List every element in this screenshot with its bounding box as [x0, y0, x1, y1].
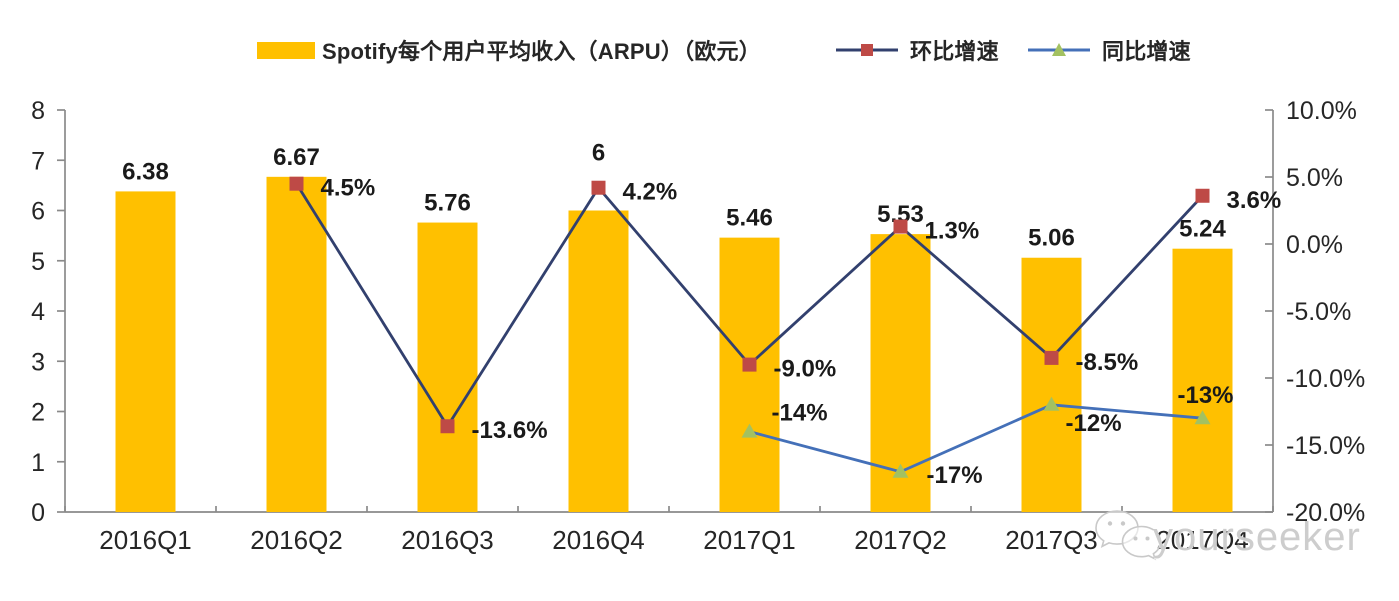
svg-text:1.3%: 1.3% — [925, 218, 980, 245]
bar — [266, 176, 327, 512]
bar — [417, 222, 478, 512]
legend-label-qoq: 环比增速 — [910, 39, 999, 64]
svg-text:-8.5%: -8.5% — [1076, 349, 1139, 376]
svg-text:-12%: -12% — [1066, 410, 1122, 437]
svg-text:6.38: 6.38 — [122, 158, 169, 185]
svg-text:8: 8 — [31, 97, 45, 125]
svg-text:2017Q3: 2017Q3 — [1005, 525, 1098, 555]
svg-text:-14%: -14% — [772, 400, 828, 427]
yoy-marker — [1194, 410, 1211, 425]
svg-text:2016Q4: 2016Q4 — [552, 525, 645, 555]
bar — [1172, 248, 1233, 512]
svg-text:6.67: 6.67 — [273, 144, 320, 171]
svg-text:3.6%: 3.6% — [1227, 187, 1282, 214]
svg-text:-13.6%: -13.6% — [472, 417, 548, 444]
svg-text:0: 0 — [31, 499, 45, 527]
bar-series-swatch — [257, 41, 315, 59]
qoq-labels: 4.5% -13.6% 4.2% -9.0% 1.3% -8.5% 3.6% — [321, 175, 1282, 445]
svg-text:-5.0%: -5.0% — [1286, 298, 1351, 326]
legend-item-arpu[interactable]: Spotify每个用户平均收入（ARPU）（欧元） — [257, 32, 761, 68]
bar — [719, 237, 780, 512]
bar — [568, 210, 629, 512]
yoy-line — [741, 396, 1211, 478]
svg-text:-10.0%: -10.0% — [1286, 365, 1365, 393]
x-axis-labels: 2016Q1 2016Q2 2016Q3 2016Q4 2017Q1 2017Q2 2017… — [99, 525, 1249, 555]
legend-label-arpu: Spotify每个用户平均收入（ARPU）（欧元） — [322, 39, 761, 64]
svg-text:-20.0%: -20.0% — [1286, 499, 1365, 527]
qoq-marker — [742, 357, 757, 372]
svg-text:5.24: 5.24 — [1179, 216, 1226, 243]
qoq-marker — [440, 419, 455, 434]
svg-text:7: 7 — [31, 147, 45, 175]
yoy-marker — [741, 423, 758, 438]
yoy-marker — [1043, 396, 1060, 411]
qoq-marker — [591, 180, 606, 195]
svg-text:2: 2 — [31, 399, 45, 427]
legend-item-qoq[interactable]: 环比增速 — [836, 32, 999, 68]
qoq-marker — [1044, 350, 1059, 365]
bar — [1021, 257, 1082, 512]
svg-text:4.5%: 4.5% — [321, 175, 376, 202]
svg-text:-13%: -13% — [1177, 382, 1233, 409]
right-axis-labels: 10.0% 5.0% 0.0% -5.0% -10.0% -15.0% -20.0% — [1286, 97, 1365, 527]
svg-text:1: 1 — [31, 449, 45, 477]
left-axis-labels: 0 1 2 3 4 5 6 7 8 — [31, 97, 45, 527]
legend: Spotify每个用户平均收入（ARPU）（欧元） 环比增速 同比增速 — [0, 32, 1399, 68]
svg-text:2017Q2: 2017Q2 — [854, 525, 947, 555]
yoy-marker — [892, 463, 909, 478]
svg-text:4.2%: 4.2% — [623, 179, 678, 206]
svg-text:5.06: 5.06 — [1028, 225, 1075, 252]
qoq-marker — [289, 176, 304, 191]
svg-text:5.76: 5.76 — [424, 190, 471, 217]
qoq-line — [289, 176, 1210, 434]
svg-text:2017Q1: 2017Q1 — [703, 525, 796, 555]
legend-label-yoy: 同比增速 — [1102, 39, 1191, 64]
yoy-line-marker-icon — [1028, 42, 1090, 58]
legend-item-yoy[interactable]: 同比增速 — [1028, 32, 1191, 68]
svg-text:5.0%: 5.0% — [1286, 164, 1343, 192]
svg-text:6: 6 — [31, 198, 45, 226]
svg-text:0.0%: 0.0% — [1286, 231, 1343, 259]
svg-text:10.0%: 10.0% — [1286, 97, 1357, 125]
svg-text:6: 6 — [592, 140, 605, 167]
svg-text:2016Q2: 2016Q2 — [250, 525, 343, 555]
svg-text:3: 3 — [31, 348, 45, 376]
svg-text:2017Q4: 2017Q4 — [1156, 525, 1249, 555]
svg-text:-9.0%: -9.0% — [774, 356, 837, 383]
svg-text:-17%: -17% — [927, 462, 983, 489]
qoq-marker — [893, 219, 908, 234]
svg-text:5.46: 5.46 — [726, 205, 773, 232]
svg-text:4: 4 — [31, 298, 45, 326]
axis-lines — [57, 109, 1274, 513]
svg-text:5: 5 — [31, 248, 45, 276]
bar — [115, 191, 176, 512]
svg-text:2016Q3: 2016Q3 — [401, 525, 494, 555]
svg-text:-15.0%: -15.0% — [1286, 432, 1365, 460]
qoq-marker — [1195, 188, 1210, 203]
qoq-line-marker-icon — [836, 42, 898, 58]
svg-text:2016Q1: 2016Q1 — [99, 525, 192, 555]
yoy-labels: -14% -17% -12% -13% — [772, 382, 1234, 489]
